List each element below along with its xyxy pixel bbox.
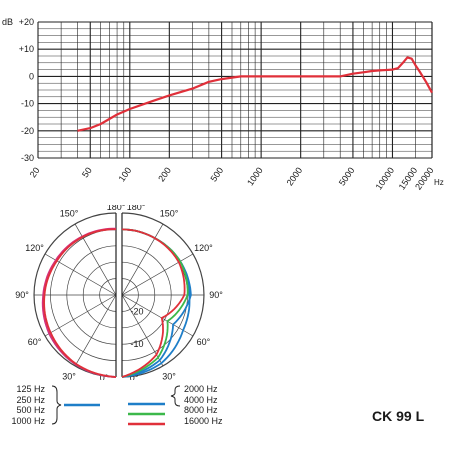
polar-series-curve [43, 228, 117, 378]
angle-label: 30° [162, 371, 176, 380]
angle-label: 0° [130, 373, 139, 380]
polar-grid-spoke [74, 294, 117, 367]
x-tick-label: 1000 [245, 165, 265, 187]
legend-label: 2000 Hz [184, 384, 218, 394]
angle-label: 120° [25, 243, 44, 253]
y-tick-label: +10 [19, 44, 34, 54]
angle-label: 30° [62, 371, 76, 380]
x-tick-label: 200 [156, 165, 173, 183]
legend-label: 500 Hz [16, 405, 45, 415]
polar-grid-spoke [121, 294, 194, 337]
y-unit-label: dB [2, 17, 13, 27]
angle-label: 90° [209, 290, 223, 300]
legend-brace-right [170, 385, 181, 407]
legend-label: 8000 Hz [184, 405, 218, 415]
polar-grid-spoke [121, 223, 164, 296]
legend-label: 1000 Hz [11, 415, 45, 426]
x-unit-label: Hz [434, 178, 444, 187]
frequency-response-chart: +20 +10 0 -10 -20 -30 dB 20 50 100 200 500 1000 2000 5… [2, 17, 444, 192]
angle-label: 150° [160, 209, 179, 219]
legend-swatches [51, 385, 181, 426]
legend-left-labels: 125 Hz 250 Hz 500 Hz 1000 Hz [0, 384, 45, 426]
angle-label: 180° [127, 205, 146, 212]
radial-tick-label: -20 [130, 306, 143, 316]
y-tick-label: 0 [29, 71, 34, 81]
angle-label: 60° [197, 337, 211, 347]
polar-grid-spoke [121, 253, 194, 296]
legend-label: 16000 Hz [184, 415, 223, 426]
x-tick-label: 2000 [285, 165, 305, 187]
response-curve [77, 56, 433, 132]
angle-label: 120° [194, 243, 213, 253]
polar-series-curve [42, 228, 117, 378]
x-tick-label: 100 [117, 165, 134, 183]
angle-label: 60° [28, 337, 42, 347]
legend-label: 4000 Hz [184, 394, 218, 405]
polar-legend: 125 Hz 250 Hz 500 Hz 1000 Hz 2000 Hz 400… [0, 380, 450, 430]
legend-label: 250 Hz [16, 394, 45, 405]
x-tick-label: 500 [208, 165, 225, 183]
radial-tick-label: -10 [130, 339, 143, 349]
x-tick-label: 5000 [337, 165, 357, 187]
polar-series-curve [41, 227, 117, 378]
polar-series-curve [121, 228, 186, 378]
model-label: CK 99 L [372, 408, 425, 424]
x-tick-label: 50 [80, 165, 94, 179]
polar-grid-spoke [74, 223, 117, 296]
angle-label: 150° [60, 209, 79, 219]
angle-label: 90° [15, 290, 29, 300]
x-tick-label: 20 [28, 165, 42, 179]
x-tick-label: 10000 [374, 165, 397, 191]
angle-label: 180° [107, 205, 126, 212]
legend-label: 125 Hz [16, 384, 45, 394]
y-tick-label: -20 [21, 126, 34, 136]
y-tick-label: -10 [21, 99, 34, 109]
polar-pattern-chart: 180° 150° 120° 90° 60° 30° 0° 180° 150° 120° 90° 60… [15, 205, 223, 380]
legend-right-labels: 2000 Hz 4000 Hz 8000 Hz 16000 Hz [184, 384, 223, 426]
y-tick-label: +20 [19, 17, 34, 27]
y-tick-label: -30 [21, 153, 34, 163]
polar-grid-spoke [44, 294, 117, 337]
legend-brace-left [51, 385, 62, 425]
